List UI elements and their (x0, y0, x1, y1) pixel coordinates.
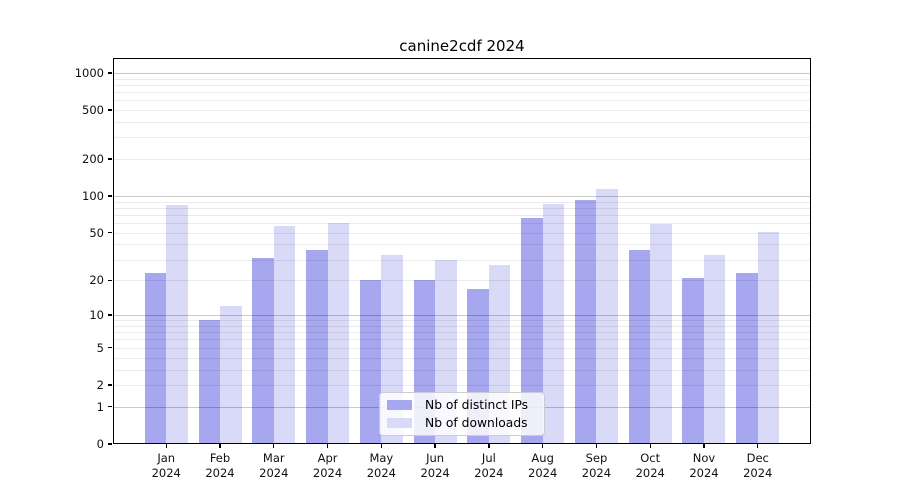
x-tick (703, 444, 705, 448)
y-tick (108, 109, 112, 111)
x-tick (595, 444, 598, 448)
plot-frame (113, 58, 811, 444)
y-tick-label: 5 (96, 340, 104, 355)
y-tick (108, 158, 112, 160)
x-tick (488, 444, 490, 448)
y-tick (108, 406, 112, 408)
x-tick-year: 2024 (581, 466, 612, 480)
x-tick (219, 444, 221, 448)
y-tick (108, 279, 112, 282)
x-tick-year: 2024 (635, 466, 665, 480)
y-tick (108, 384, 112, 386)
y-tick (108, 314, 112, 316)
legend-label: Nb of downloads (425, 416, 528, 430)
x-tick-year: 2024 (205, 466, 235, 480)
y-tick-label: 0 (96, 437, 104, 451)
x-tick (757, 444, 759, 448)
x-tick (380, 444, 383, 448)
x-tick-year: 2024 (474, 466, 504, 480)
y-tick-label: 100 (82, 189, 104, 204)
legend: Nb of distinct IPs Nb of downloads (379, 392, 545, 436)
y-tick-label: 10 (89, 308, 104, 323)
y-tick (108, 232, 112, 234)
x-tick-label: Apr 2024 (298, 451, 358, 481)
x-tick-label: Mar 2024 (244, 451, 304, 481)
y-tick-label: 2 (96, 377, 104, 392)
y-tick-label: 200 (82, 152, 104, 167)
x-tick-label: May 2024 (351, 451, 411, 481)
y-tick-label: 500 (82, 103, 104, 118)
legend-item-downloads: Nb of downloads (387, 416, 544, 430)
x-tick-label: Jun 2024 (405, 451, 465, 481)
x-tick-year: 2024 (689, 466, 719, 480)
x-tick-year: 2024 (151, 466, 181, 480)
y-tick-label: 20 (89, 273, 104, 288)
y-tick (108, 443, 112, 445)
x-tick-year: 2024 (312, 466, 343, 480)
x-tick-year: 2024 (259, 466, 289, 480)
downloads-swatch-icon (387, 418, 412, 428)
x-tick-year: 2024 (528, 466, 558, 480)
y-tick-label: 1000 (74, 65, 104, 80)
x-tick-year: 2024 (366, 466, 396, 480)
x-tick-label: Dec 2024 (728, 451, 788, 481)
x-tick (165, 444, 167, 448)
legend-item-distinct-ips: Nb of distinct IPs (387, 398, 544, 412)
chart-title: canine2cdf 2024 (399, 37, 525, 55)
x-tick-label: Oct 2024 (620, 451, 680, 481)
y-tick (108, 195, 112, 197)
x-tick (649, 444, 651, 448)
y-tick (108, 347, 112, 349)
legend-label: Nb of distinct IPs (425, 398, 529, 412)
y-tick-label: 1 (96, 399, 104, 414)
x-tick-year: 2024 (420, 466, 450, 480)
x-tick-year: 2024 (743, 466, 773, 480)
y-tick-label: 50 (89, 225, 104, 240)
x-tick-label: Nov 2024 (674, 451, 734, 481)
x-tick-label: Jan 2024 (136, 451, 196, 481)
x-tick-label: Jul 2024 (459, 451, 519, 481)
x-tick (326, 444, 329, 448)
y-tick (108, 72, 112, 74)
x-tick-label: Feb 2024 (190, 451, 250, 481)
x-tick (273, 444, 275, 448)
distinct-ips-swatch-icon (387, 400, 412, 410)
x-tick-label: Aug 2024 (513, 451, 573, 481)
x-tick (434, 444, 436, 448)
x-tick-label: Sep 2024 (566, 451, 626, 481)
x-tick (541, 444, 544, 448)
